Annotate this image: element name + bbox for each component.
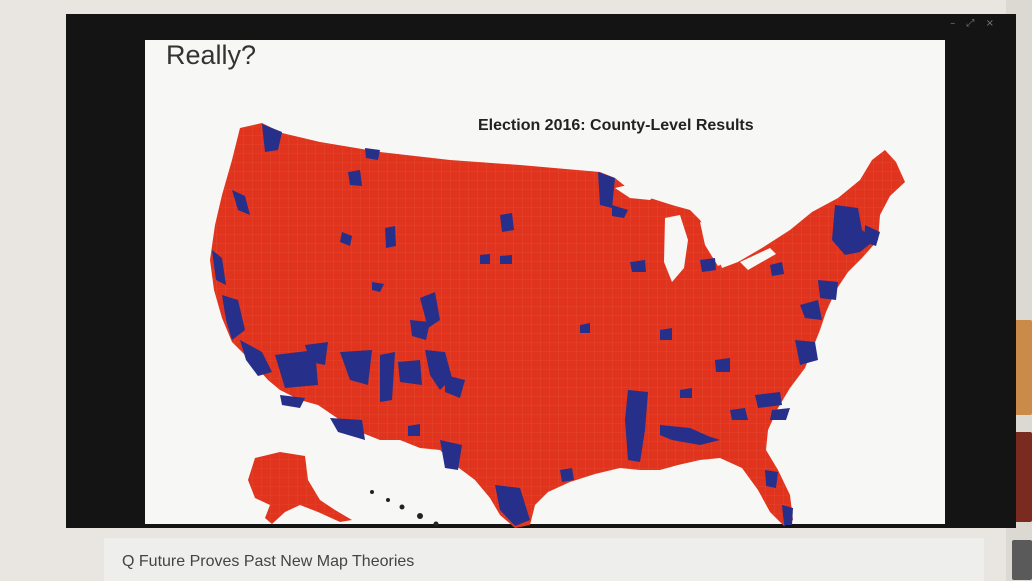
thumbnail-1[interactable] (1012, 320, 1032, 415)
caption-bar (104, 538, 984, 581)
map-title: Election 2016: County-Level Results (478, 117, 754, 134)
hawaii-islands (370, 490, 439, 527)
lake-huron (700, 222, 730, 266)
democrat-counties (212, 124, 880, 526)
slide-title: Really? (166, 40, 257, 70)
window-controls[interactable]: – ⤢ × (950, 18, 998, 29)
lake-michigan (664, 215, 688, 282)
caption-text[interactable]: Q Future Proves Past New Map Theories (122, 553, 415, 570)
lake-erie (740, 248, 776, 270)
thumbnail-3[interactable] (1012, 540, 1032, 580)
thumbnail-2[interactable] (1012, 432, 1032, 522)
lake-superior (615, 182, 660, 200)
